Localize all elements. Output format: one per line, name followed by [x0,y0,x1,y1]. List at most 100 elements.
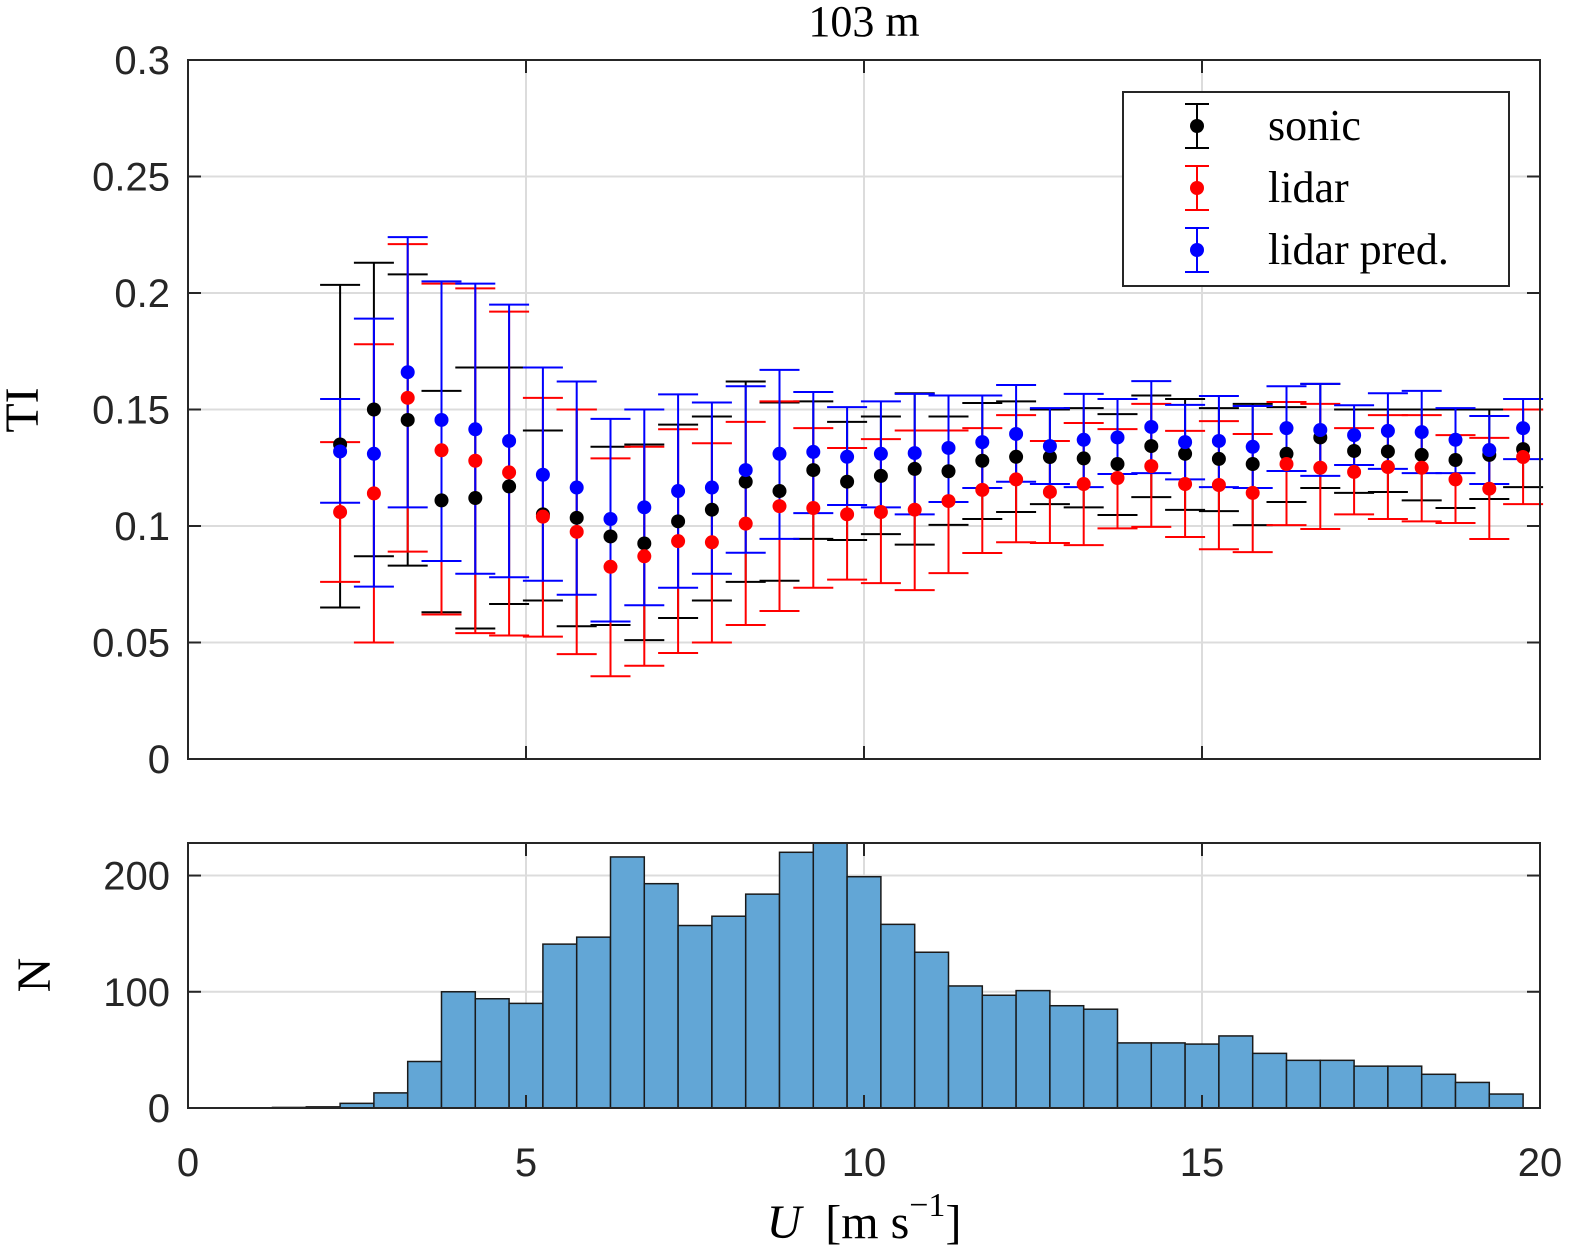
data-point-lidar-pred [975,435,990,450]
data-point-lidar-pred [907,446,922,461]
histogram-bar [744,893,781,1109]
histogram-bar [677,924,713,1109]
data-point-sonic [840,474,855,489]
histogram-bar [1251,1052,1288,1109]
data-point-sonic [1110,457,1125,472]
data-point-sonic [400,412,415,427]
y-tick-label: 0.05 [92,622,170,666]
y-tick-label: 0.15 [92,389,170,433]
legend-item-lidar-pred: lidar pred. [1185,225,1449,274]
data-point-lidar [704,535,719,550]
histogram-bar [609,856,646,1109]
histogram-bar [1285,1059,1322,1109]
data-point-lidar-pred [840,449,855,464]
x-tick-label: 0 [177,1141,199,1185]
histogram-bar [1319,1059,1355,1109]
data-point-sonic [1245,457,1260,472]
histogram-bar [880,923,916,1109]
legend-label: lidar [1268,163,1349,212]
histogram-bar [440,991,477,1109]
data-point-lidar-pred [671,484,686,499]
data-point-lidar [1482,481,1497,496]
data-point-lidar-pred [704,480,719,495]
data-point-lidar-pred [603,512,618,527]
data-point-lidar [1245,485,1260,500]
data-point-lidar [941,494,956,509]
x-tick-label: 10 [842,1141,887,1185]
histogram-bar [1082,1008,1119,1109]
data-point-sonic [1076,451,1091,466]
data-point-lidar-pred [468,422,483,437]
data-point-lidar-pred [1380,423,1395,438]
data-point-lidar [806,501,821,516]
y-tick-label: 0.1 [114,505,170,549]
data-point-lidar-pred [1245,439,1260,454]
data-point-sonic [907,461,922,476]
data-point-lidar [1448,472,1463,487]
data-point-lidar-pred [1042,439,1057,454]
histogram-bar [1420,1073,1457,1109]
data-point-sonic [1448,453,1463,468]
data-point-sonic [1279,446,1294,461]
data-point-lidar-pred [1211,433,1226,448]
data-point-sonic [1380,444,1395,459]
data-point-lidar-pred [873,446,888,461]
x-axis-symbol: U [767,1196,805,1249]
data-point-lidar-pred [535,467,550,482]
data-point-sonic [975,453,990,468]
histogram-bar [1049,1004,1085,1109]
data-point-lidar [907,502,922,517]
histogram-axes: 0 100 200 0 5 10 15 20 [103,842,1563,1185]
data-point-lidar [333,505,348,520]
y-tick-label: 100 [103,971,170,1015]
data-point-lidar [840,507,855,522]
legend-item-lidar: lidar [1185,163,1349,212]
data-point-lidar-pred [400,365,415,380]
data-point-sonic [772,484,787,499]
data-point-lidar [366,486,381,501]
x-tick-label: 20 [1518,1141,1563,1185]
histogram-bar [508,1002,544,1109]
data-point-lidar [975,482,990,497]
y-tick-label: 200 [103,855,170,899]
data-point-lidar [400,390,415,405]
y-tick-label: 0 [148,1087,170,1131]
data-point-lidar-pred [569,480,584,495]
histogram-bar [846,875,882,1109]
data-point-sonic [569,510,584,525]
histogram-bar [1488,1093,1524,1109]
data-point-lidar [772,499,787,514]
chart-title: 103 m [808,0,919,46]
data-point-lidar [671,534,686,549]
histogram-bar [981,994,1017,1109]
data-point-sonic [366,402,381,417]
legend-marker-icon [1190,181,1204,195]
data-point-sonic [1211,451,1226,466]
data-point-lidar-pred [434,412,449,427]
data-point-lidar [1144,459,1159,474]
data-point-lidar [502,465,517,480]
axes-box [187,842,1541,1109]
data-point-lidar [603,559,618,574]
data-point-lidar [569,524,584,539]
histogram-bar [1218,1035,1254,1109]
data-point-lidar-pred [1482,443,1497,458]
histogram-bar [1454,1081,1491,1109]
data-point-lidar-pred [806,444,821,459]
x-axis-unit-close: ] [945,1196,961,1249]
data-point-lidar [1211,477,1226,492]
histogram-bar [373,1092,409,1109]
y-tick-label: 0.2 [114,272,170,316]
histogram-bar [643,882,679,1109]
data-point-lidar [873,505,888,520]
data-point-lidar [637,549,652,564]
data-point-lidar [434,443,449,458]
data-point-lidar [468,453,483,468]
histogram-bar [1150,1042,1186,1109]
axes-box [187,59,1541,760]
x-tick-label: 5 [515,1141,537,1185]
data-point-sonic [603,529,618,544]
y-tick-label: 0 [148,738,170,782]
data-point-lidar [1009,472,1024,487]
data-point-lidar [1347,464,1362,479]
